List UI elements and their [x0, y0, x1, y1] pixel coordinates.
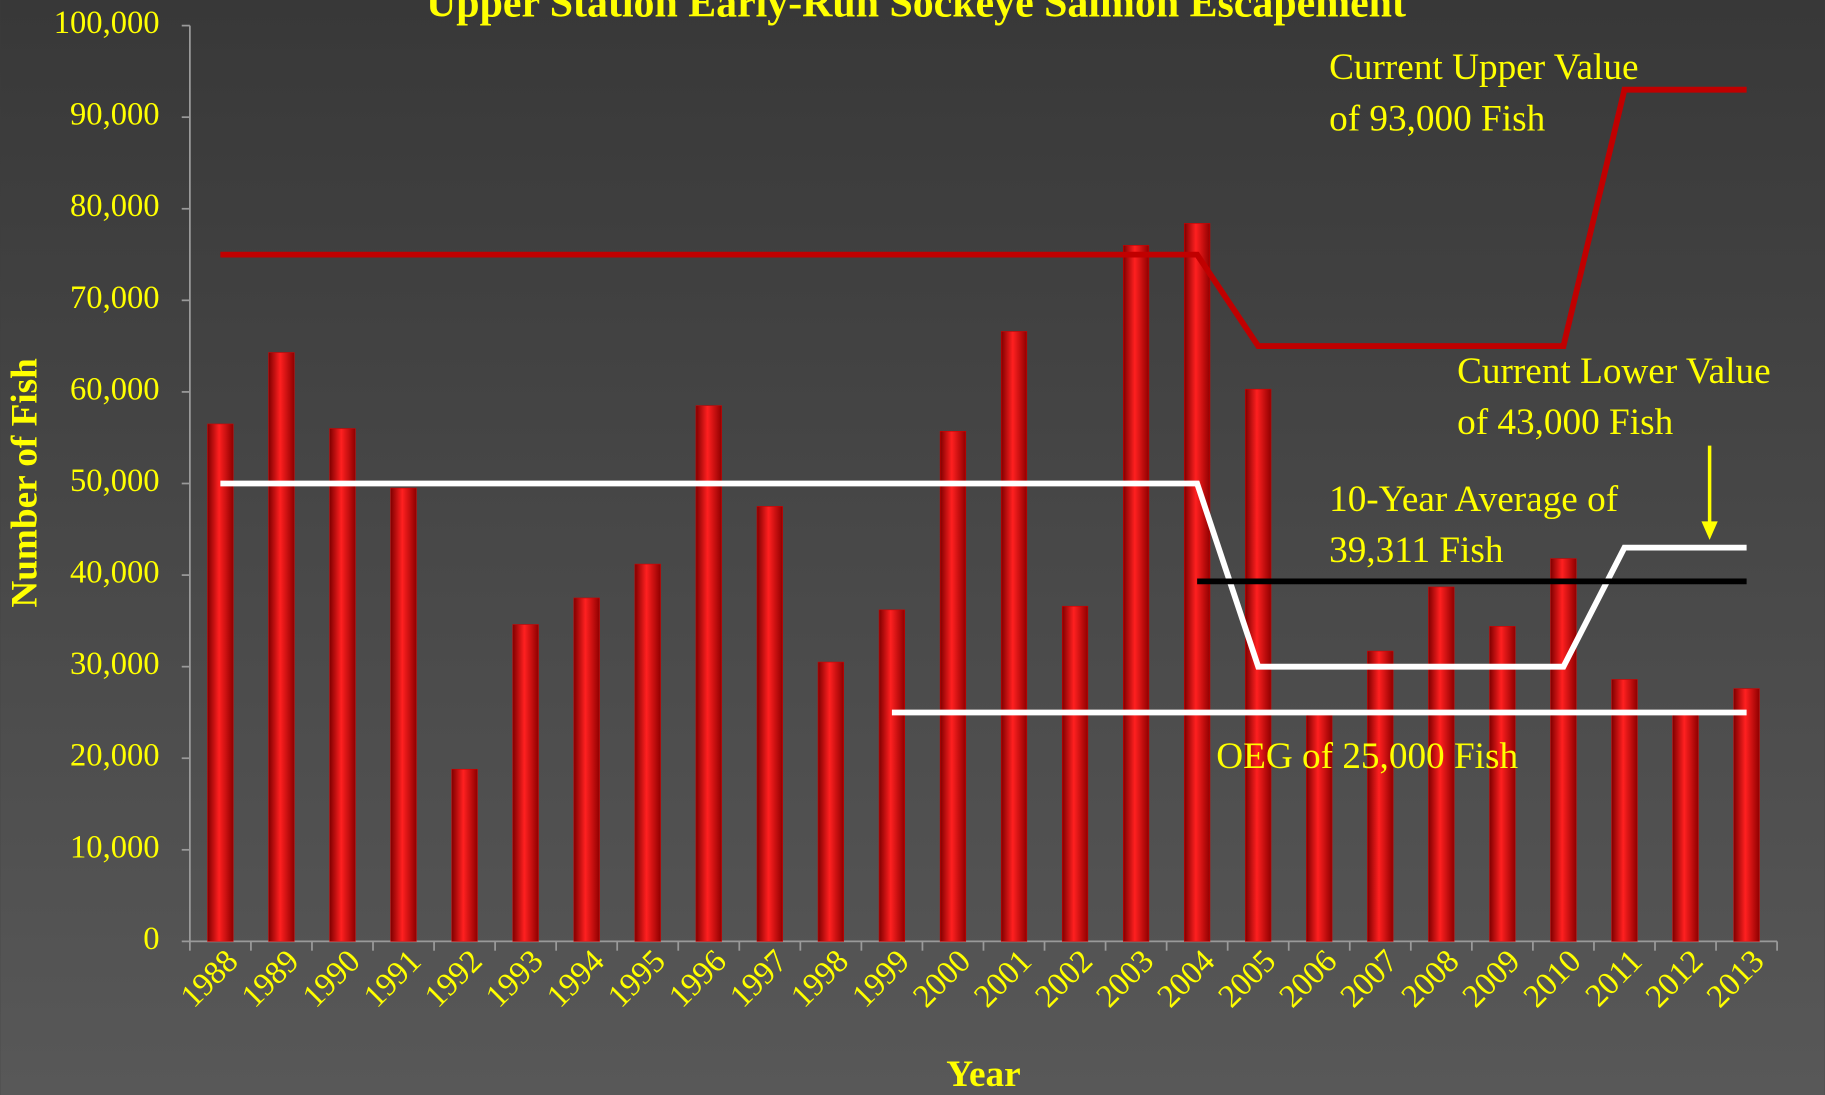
x-axis-label: Year [946, 1054, 1020, 1095]
bar [268, 352, 295, 942]
bar [1061, 605, 1089, 942]
y-tick-label: 10,000 [70, 829, 160, 865]
y-tick-label: 50,000 [70, 463, 160, 499]
y-tick-label: 80,000 [70, 188, 160, 224]
annotation: 10-Year Average of 39,311 Fish [1329, 479, 1627, 571]
bar [1306, 713, 1333, 942]
bar [1122, 245, 1150, 942]
y-tick-label: 40,000 [70, 555, 160, 591]
bar [207, 423, 234, 942]
bar [1489, 626, 1516, 942]
line [220, 86, 1747, 349]
bar [1367, 650, 1394, 942]
annotation-line: Current Upper Value [1329, 47, 1638, 88]
line [220, 480, 1747, 670]
bar [1611, 679, 1638, 942]
bar [756, 506, 783, 942]
y-tick-label: 0 [143, 921, 159, 957]
bar [1733, 688, 1760, 942]
bar [390, 487, 417, 942]
annotation: Current Lower Value of 43,000 Fish [1457, 351, 1780, 443]
annotation-arrow-head [1701, 521, 1718, 540]
bar [1000, 331, 1028, 942]
bar [939, 431, 967, 942]
bar [634, 563, 661, 942]
bar [1550, 558, 1577, 942]
bar [1428, 586, 1455, 942]
annotation-line: OEG of 25,000 Fish [1216, 736, 1518, 777]
y-tick-label: 60,000 [70, 371, 160, 407]
bar [817, 661, 844, 942]
annotation: OEG of 25,000 Fish [1216, 736, 1518, 777]
bar [695, 405, 722, 942]
annotation-line: Current Lower Value [1457, 351, 1771, 392]
bar [329, 428, 356, 942]
bar [878, 609, 906, 942]
y-axis-label: Number of Fish [5, 358, 46, 608]
y-tick-label: 20,000 [70, 738, 160, 774]
annotation-line: 39,311 Fish [1329, 530, 1504, 571]
bar [573, 597, 600, 942]
bar [1672, 713, 1699, 942]
chart-title: Upper Station Early-Run Sockeye Salmon E… [426, 0, 1406, 26]
annotation-line: 10-Year Average of [1329, 479, 1619, 520]
annotation-line: of 93,000 Fish [1329, 98, 1545, 139]
bar [451, 768, 478, 942]
bar [512, 624, 539, 942]
annotation: Current Upper Value of 93,000 Fish [1329, 47, 1648, 139]
y-tick-label: 70,000 [70, 280, 160, 316]
y-tick-label: 30,000 [70, 646, 160, 682]
y-tick-label: 90,000 [70, 97, 160, 133]
annotation-line: of 43,000 Fish [1457, 402, 1673, 443]
y-tick-label: 100,000 [54, 5, 160, 41]
